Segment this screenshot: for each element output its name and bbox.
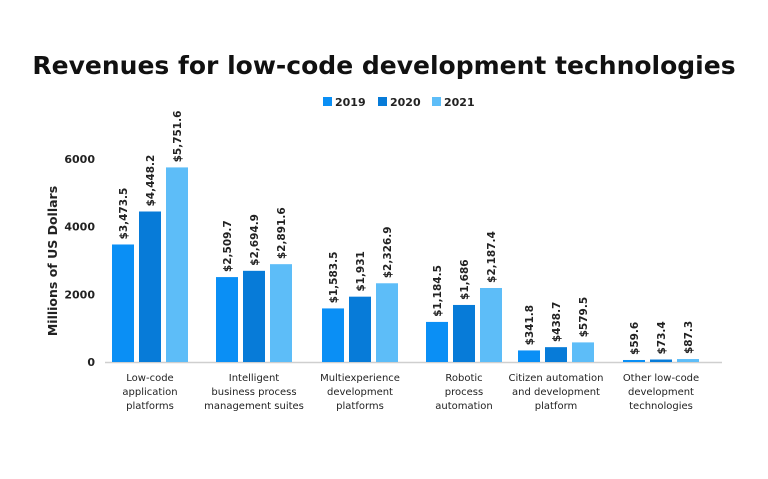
bar bbox=[112, 244, 134, 362]
category-label: platform bbox=[535, 401, 578, 412]
category-label: process bbox=[445, 387, 483, 398]
category-label: business process bbox=[211, 387, 296, 398]
legend: 2019 2020 2021 bbox=[323, 96, 475, 109]
category-label: Low-code bbox=[126, 373, 173, 384]
data-label: $73.4 bbox=[656, 321, 668, 354]
data-label: $59.6 bbox=[629, 322, 641, 355]
bar bbox=[426, 321, 448, 362]
data-label: $2,187.4 bbox=[486, 231, 498, 283]
bar bbox=[349, 296, 371, 362]
legend-label: 2021 bbox=[444, 96, 475, 109]
bar bbox=[453, 304, 475, 362]
category-label: and development bbox=[512, 387, 600, 398]
data-label: $341.8 bbox=[524, 305, 536, 346]
y-tick-label: 6000 bbox=[64, 153, 95, 166]
data-label: $1,931 bbox=[355, 251, 367, 292]
data-label: $3,473.5 bbox=[118, 188, 130, 240]
category-label: Other low-code bbox=[623, 373, 699, 384]
category-label: management suites bbox=[204, 401, 304, 412]
category-label: application bbox=[122, 387, 177, 398]
x-axis-categories: Low-code application platforms Intelligent b… bbox=[122, 373, 699, 412]
bar bbox=[623, 359, 645, 362]
data-label: $87.3 bbox=[683, 321, 695, 354]
bar bbox=[545, 347, 567, 362]
legend-swatch bbox=[378, 97, 387, 106]
category-label: Citizen automation bbox=[509, 373, 604, 384]
y-tick-label: 4000 bbox=[64, 221, 95, 234]
data-label: $1,184.5 bbox=[432, 265, 444, 317]
bar bbox=[322, 308, 344, 362]
data-label: $2,509.7 bbox=[222, 220, 234, 272]
legend-swatch bbox=[323, 97, 332, 106]
bars: $3,473.5 $4,448.2 $5,751.6 $2,509.7 $2,694.9… bbox=[112, 111, 699, 362]
legend-label: 2019 bbox=[335, 96, 366, 109]
bar bbox=[650, 359, 672, 362]
y-tick-label: 0 bbox=[87, 356, 95, 369]
y-axis: 0 2000 4000 6000 bbox=[64, 153, 722, 369]
category-label: development bbox=[327, 387, 393, 398]
category-label: Multiexperience bbox=[320, 373, 400, 384]
bar bbox=[572, 342, 594, 362]
legend-label: 2020 bbox=[390, 96, 421, 109]
category-label: platforms bbox=[336, 401, 384, 412]
category-label: Robotic bbox=[445, 373, 482, 384]
category-label: development bbox=[628, 387, 694, 398]
category-label: automation bbox=[435, 401, 493, 412]
bar bbox=[677, 359, 699, 362]
bar bbox=[216, 277, 238, 362]
bar bbox=[243, 270, 265, 362]
data-label: $2,326.9 bbox=[382, 226, 394, 278]
data-label: $438.7 bbox=[551, 302, 563, 343]
bar bbox=[270, 264, 292, 362]
data-label: $2,891.6 bbox=[276, 207, 288, 259]
data-label: $1,686 bbox=[459, 259, 471, 300]
bar bbox=[376, 283, 398, 362]
data-label: $5,751.6 bbox=[172, 111, 184, 163]
category-label: Intelligent bbox=[229, 373, 280, 384]
data-label: $2,694.9 bbox=[249, 214, 261, 266]
category-label: technologies bbox=[629, 401, 693, 412]
chart-title: Revenues for low-code development techno… bbox=[32, 51, 735, 80]
bar bbox=[480, 287, 502, 362]
y-tick-label: 2000 bbox=[64, 288, 95, 301]
bar bbox=[166, 167, 188, 362]
data-label: $1,583.5 bbox=[328, 252, 340, 304]
data-label: $579.5 bbox=[578, 297, 590, 338]
bar bbox=[518, 350, 540, 362]
category-label: platforms bbox=[126, 401, 174, 412]
data-label: $4,448.2 bbox=[145, 155, 157, 207]
bar bbox=[139, 211, 161, 362]
y-axis-label: Millions of US Dollars bbox=[45, 186, 60, 336]
legend-swatch bbox=[432, 97, 441, 106]
